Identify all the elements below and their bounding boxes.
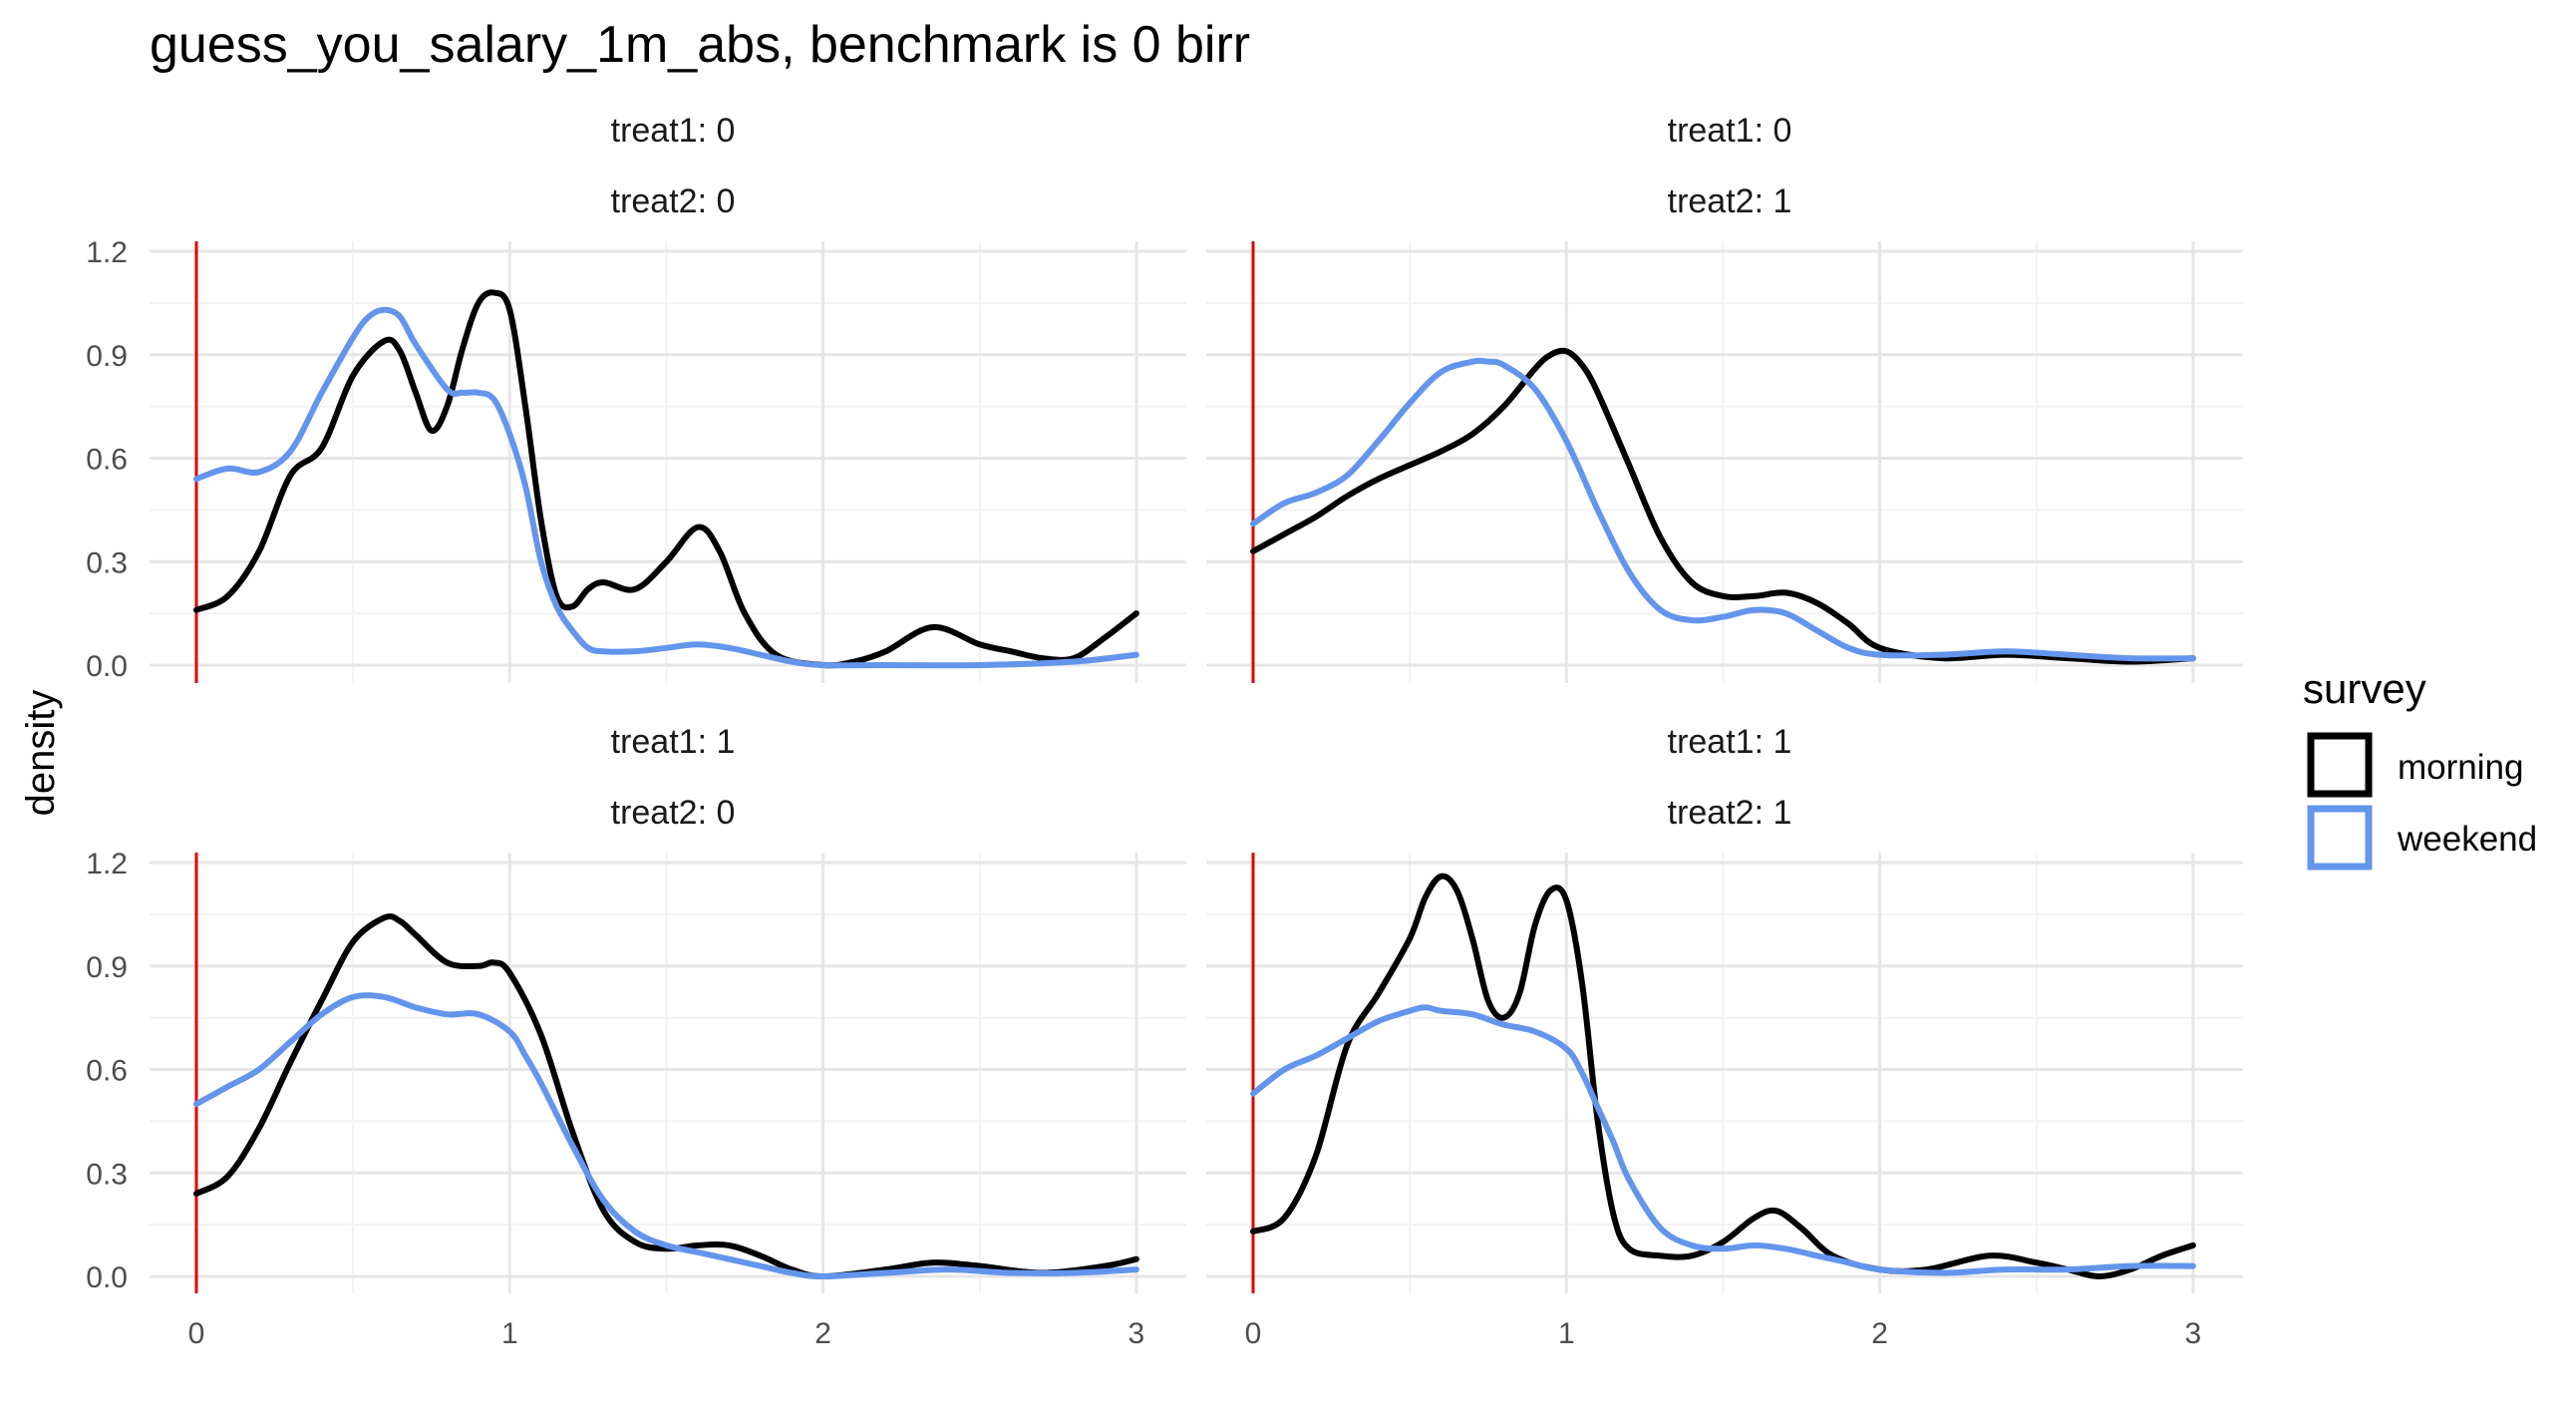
x-tick-label: 3: [2185, 1317, 2202, 1350]
x-tick-label: 1: [1558, 1317, 1575, 1350]
legend-key-weekend: [2307, 805, 2373, 871]
y-tick-label: 0.9: [86, 951, 128, 984]
y-tick-label: 0.9: [86, 340, 128, 373]
y-tick-label: 0.0: [86, 650, 128, 683]
legend-key-morning: [2307, 732, 2373, 798]
y-tick-label: 0.6: [86, 444, 128, 477]
density-curve-weekend: [193, 306, 1139, 669]
density-curve-weekend: [193, 992, 1139, 1279]
y-tick-label: 0.0: [86, 1261, 128, 1294]
density-curve-weekend: [1250, 357, 2196, 662]
x-tick-label: 1: [501, 1317, 518, 1350]
y-tick-label: 1.2: [86, 848, 128, 881]
facet-panel-2: treat1: 0 treat2: 1: [1206, 112, 2243, 683]
x-tick-label: 3: [1128, 1317, 1145, 1350]
strip-label-treat2: treat2: 0: [611, 794, 736, 832]
legend-title: survey: [2303, 665, 2426, 712]
facet-panel-4: treat1: 1 treat2: 1 0 1 2 3: [1206, 723, 2243, 1350]
facet-panel-1: treat1: 0 treat2: 0 0.0 0.3 0.6 0.9 1.2: [86, 112, 1186, 683]
strip-label-treat1: treat1: 1: [1668, 723, 1792, 761]
y-tick-label: 0.6: [86, 1055, 128, 1088]
strip-label-treat1: treat1: 1: [611, 723, 736, 761]
x-tick-label: 0: [1245, 1317, 1262, 1350]
y-tick-label: 0.3: [86, 1158, 128, 1191]
y-axis-label: density: [19, 690, 63, 817]
y-tick-label: 1.2: [86, 236, 128, 269]
x-tick-label: 2: [1871, 1317, 1888, 1350]
strip-label-treat1: treat1: 0: [1668, 112, 1792, 150]
density-curve-morning: [193, 289, 1139, 669]
chart-title: guess_you_salary_1m_abs, benchmark is 0 …: [150, 16, 1250, 74]
density-curve-weekend: [1250, 1004, 2196, 1276]
strip-label-treat2: treat2: 0: [611, 182, 736, 220]
legend-label-morning: morning: [2398, 748, 2523, 787]
strip-label-treat2: treat2: 1: [1668, 182, 1792, 220]
density-curve-morning: [1250, 873, 2196, 1279]
x-tick-label: 2: [814, 1317, 831, 1350]
legend: survey morning weekend: [2303, 665, 2537, 871]
strip-label-treat1: treat1: 0: [611, 112, 736, 150]
density-curve-morning: [193, 913, 1139, 1279]
legend-label-weekend: weekend: [2397, 820, 2537, 859]
strip-label-treat2: treat2: 1: [1668, 794, 1792, 832]
facet-panel-3: treat1: 1 treat2: 0 0.0 0.3 0.6 0.9 1.2 0 1 2 3: [86, 723, 1186, 1350]
x-tick-label: 0: [188, 1317, 205, 1350]
y-tick-label: 0.3: [86, 546, 128, 579]
